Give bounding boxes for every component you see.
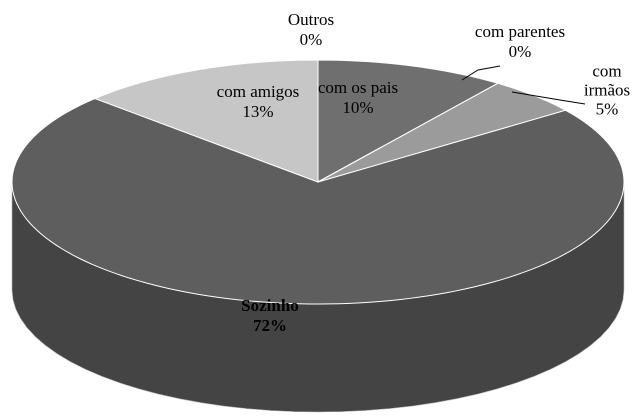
value-label: 5% [595, 99, 619, 119]
category-name: com os pais [317, 78, 399, 97]
category-name: Outros [287, 10, 335, 29]
slice [317, 59, 500, 183]
value-label: 72% [253, 316, 287, 335]
category-name: com amigos [216, 82, 300, 101]
category-name: com parentes [474, 22, 566, 41]
category-name: com irmãos [583, 61, 631, 100]
slice-label: com parentes 0% [455, 22, 585, 62]
value-label: 10% [342, 98, 374, 117]
slice [93, 59, 319, 183]
slice-label: Outros 0% [271, 10, 351, 50]
slice-label: com amigos 13% [193, 82, 323, 122]
category-name: Sozinho [241, 296, 299, 315]
leader-line [461, 65, 501, 81]
value-label: 0% [508, 42, 532, 61]
slice [11, 97, 625, 305]
slice-label: Sozinho 72% [210, 296, 330, 336]
slice-label: com os pais 10% [298, 78, 418, 118]
leader-line [511, 91, 586, 105]
value-label: 13% [242, 102, 274, 121]
value-label: 0% [299, 30, 323, 49]
slice-label: com irmãos 5% [577, 62, 637, 119]
